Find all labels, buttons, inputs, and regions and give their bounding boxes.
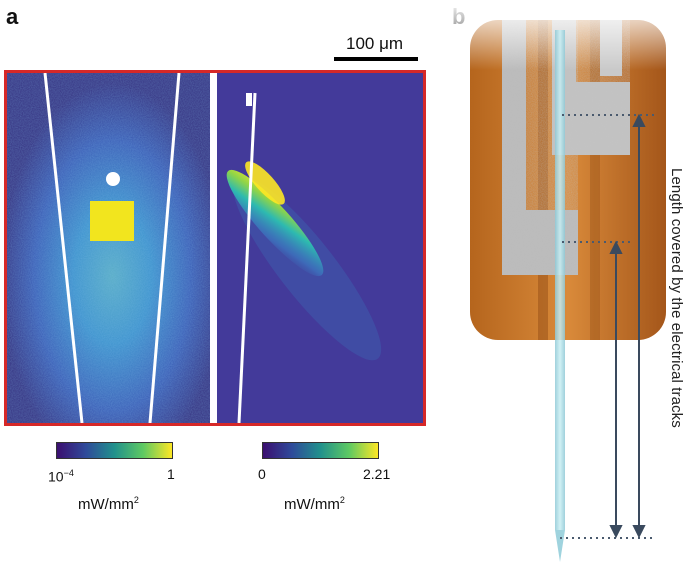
left-colorbar-unit-base: mW/mm	[78, 496, 134, 513]
right-colorbar-unit: mW/mm2	[284, 492, 345, 513]
panel-letter-a: a	[6, 4, 19, 29]
right-colorbar-unit-exp: 2	[339, 495, 345, 505]
left-colorbar	[56, 442, 173, 459]
probe-illustration	[440, 0, 685, 562]
left-intensity-image	[7, 73, 210, 423]
right-colorbar-max: 2.21	[363, 466, 391, 482]
right-colorbar-min: 0	[258, 466, 266, 482]
scale-bar-label: 100 μm	[346, 34, 404, 53]
heatmap-frame	[4, 70, 426, 426]
length-arrows	[609, 113, 646, 539]
heatmap-images	[7, 73, 423, 423]
reference-lines	[560, 114, 656, 539]
length-label: Length covered by the electrical tracks	[668, 168, 685, 428]
scale-bar	[334, 57, 418, 61]
left-colorbar-max: 1	[167, 466, 175, 482]
left-colorbar-min: 10−4	[48, 466, 74, 484]
left-colorbar-unit-exp: 2	[133, 495, 139, 505]
left-colorbar-unit: mW/mm2	[78, 492, 139, 513]
optical-fiber	[555, 30, 565, 562]
right-colorbar	[262, 442, 379, 459]
left-colorbar-min-exponent: −4	[63, 468, 74, 478]
right-colorbar-unit-base: mW/mm	[284, 496, 340, 513]
right-intensity-image	[217, 73, 423, 423]
left-colorbar-min-base: 10	[48, 468, 64, 485]
